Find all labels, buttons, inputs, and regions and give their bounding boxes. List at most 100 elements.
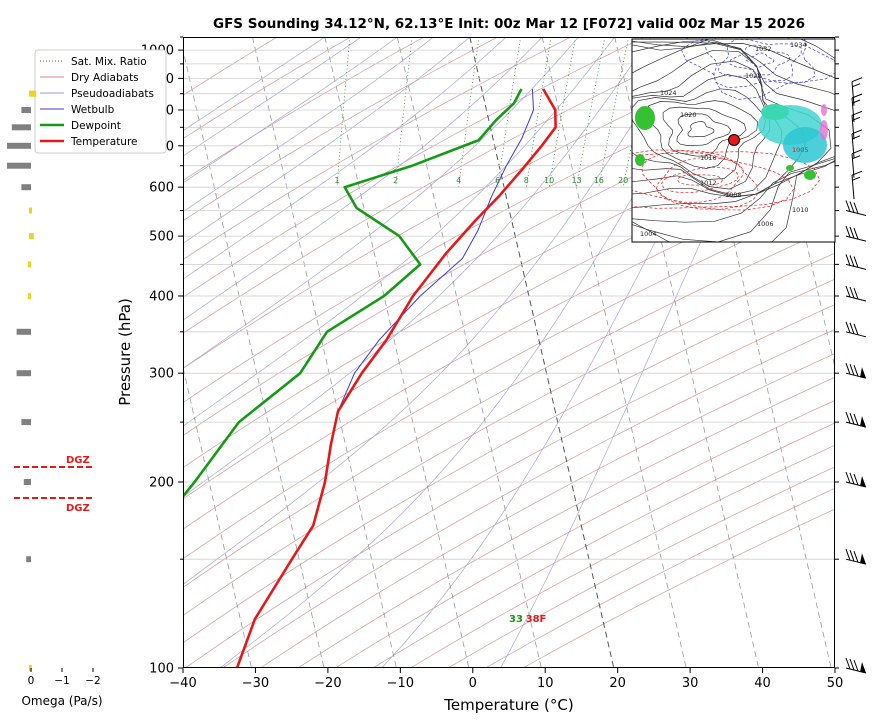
omega-ticks: 0 −1 −2: [28, 668, 101, 687]
barb-feather: [854, 324, 858, 335]
wind-barb: [846, 254, 866, 269]
omega-bar: [12, 124, 31, 130]
barb-pennant: [860, 553, 866, 564]
omega-tick-label: −2: [85, 675, 100, 687]
mixing-ratio-line: [337, 37, 350, 187]
y-tick-label: 500: [149, 230, 174, 245]
omega-bar: [26, 556, 31, 562]
omega-tick-label: 0: [28, 675, 35, 687]
barb-feather: [854, 414, 858, 425]
y-tick-label: 100: [149, 662, 174, 677]
barb-pennant: [860, 367, 866, 378]
x-tick-label: 20: [609, 676, 626, 691]
wind-barb: [846, 363, 866, 378]
y-tick-label: 300: [149, 367, 174, 382]
omega-axis-label: Omega (Pa/s): [21, 694, 102, 708]
mixing-ratio-label: 8: [524, 176, 529, 185]
barb-feather: [854, 228, 858, 239]
omega-bar: [29, 208, 32, 214]
surface-labels: 33 38F: [509, 614, 546, 625]
map-isobar-label: 1034: [790, 41, 807, 49]
barb-feather: [850, 255, 854, 266]
y-tick-label: 600: [149, 181, 174, 196]
wind-barb: [846, 658, 866, 673]
barb-staff: [846, 236, 866, 241]
x-tick-label: −10: [387, 676, 414, 691]
barb-feather: [850, 413, 854, 424]
x-tick-label: −30: [242, 676, 269, 691]
omega-bar: [21, 107, 31, 113]
mixing-ratio-label: 1: [334, 176, 339, 185]
barb-feather: [850, 287, 854, 298]
barb-feather: [854, 474, 858, 485]
wind-barbs: [846, 78, 866, 673]
barb-staff: [846, 296, 866, 301]
surface-temperature-label: 38F: [526, 614, 547, 625]
barb-staff: [846, 264, 866, 269]
dgz-top-label: DGZ: [66, 455, 90, 466]
barb-feather: [850, 659, 854, 670]
barb-feather: [850, 323, 854, 334]
wind-barb: [846, 322, 866, 337]
legend-label: Dewpoint: [71, 120, 121, 132]
barb-feather: [846, 322, 850, 333]
map-isobar-label: 1008: [725, 191, 742, 199]
barb-feather: [850, 473, 854, 484]
wind-barb: [846, 549, 866, 564]
wind-barb: [846, 226, 866, 241]
barb-staff: [846, 211, 866, 216]
legend-label: Sat. Mix. Ratio: [71, 56, 147, 68]
mixing-ratio-label: 10: [544, 176, 554, 185]
barb-staff: [852, 175, 854, 199]
omega-bar: [7, 163, 31, 169]
mixing-ratio-label: 2: [393, 176, 398, 185]
omega-tick-label: −1: [54, 675, 69, 687]
map-isobar-label: 1006: [757, 220, 774, 228]
y-axis-label: Pressure (hPa): [116, 298, 134, 406]
omega-panel: DGZ DGZ 0 −1 −2 Omega (Pa/s): [7, 91, 103, 708]
pseudoadiabat: [75, 37, 687, 668]
map-isobar-label: 1004: [640, 230, 657, 238]
isotherm: [0, 37, 34, 668]
wind-barb: [846, 286, 866, 301]
legend-label: Wetbulb: [71, 104, 115, 116]
isotherm: [397, 37, 541, 668]
omega-bar: [28, 293, 31, 299]
x-tick-label: −40: [169, 676, 196, 691]
chart-title: GFS Sounding 34.12°N, 62.13°E Init: 00z …: [213, 16, 805, 32]
mixing-ratio-line: [577, 37, 605, 187]
map-isobar-label: 1024: [660, 89, 677, 97]
barb-feather: [854, 365, 858, 376]
mixing-ratio-label: 16: [594, 176, 604, 185]
wetbulb-line: [237, 89, 534, 668]
barb-feather: [846, 254, 850, 265]
x-tick-label: 0: [469, 676, 477, 691]
omega-bars: [7, 91, 36, 671]
dgz-bottom-label: DGZ: [66, 503, 90, 514]
barb-feather: [850, 227, 854, 238]
map-isobar-label: 1005: [792, 146, 809, 154]
mixing-ratio-line: [459, 37, 479, 187]
barb-feather: [850, 202, 854, 213]
barb-feather: [852, 78, 862, 82]
barb-feather: [850, 364, 854, 375]
legend: Sat. Mix. Ratio Dry Adiabats Pseudoadiab…: [35, 50, 166, 153]
y-tick-label: 200: [149, 475, 174, 490]
mixing-ratio-line: [599, 37, 629, 187]
omega-bar: [29, 91, 36, 97]
station-location-marker: [729, 135, 740, 146]
x-tick-label: 50: [827, 676, 844, 691]
x-tick-label: 40: [754, 676, 771, 691]
x-axis-label: Temperature (°C): [443, 696, 573, 714]
mixing-ratio-label: 4: [456, 176, 461, 185]
omega-bar: [28, 261, 31, 267]
map-isobar-label: 1028: [745, 72, 762, 80]
barb-feather: [846, 201, 850, 212]
isotherm: [832, 37, 879, 668]
barb-feather: [854, 256, 858, 267]
x-tick-label: 30: [682, 676, 699, 691]
barb-feather: [846, 549, 850, 560]
